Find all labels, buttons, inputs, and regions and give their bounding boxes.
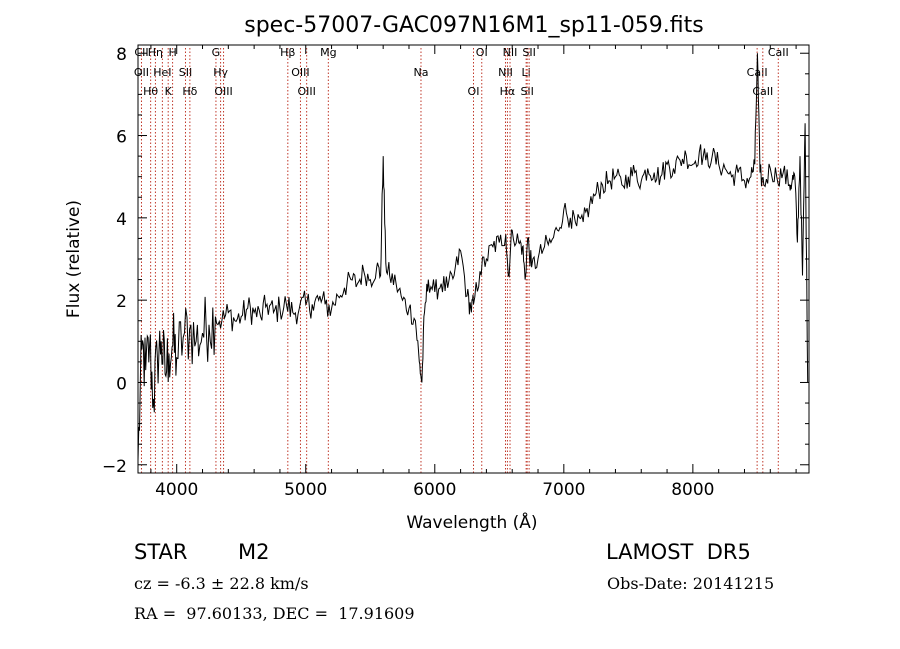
object-class: STAR <box>134 540 188 564</box>
y-tick-label: −2 <box>102 457 127 477</box>
spectrum-series <box>137 53 809 461</box>
line-marker-label: OI <box>468 85 480 98</box>
line-marker-label: OIII <box>297 85 315 98</box>
line-marker-label: SII <box>520 85 533 98</box>
x-tick-label: 6000 <box>413 480 456 500</box>
y-tick-label: 6 <box>116 128 127 148</box>
x-tick-label: 4000 <box>155 480 198 500</box>
object-subclass: M2 <box>238 540 270 564</box>
line-marker-label: K <box>165 85 173 98</box>
line-marker-label: HeI <box>153 66 171 79</box>
line-marker-label: SII <box>522 46 535 59</box>
line-marker-label: Hθ <box>143 85 158 98</box>
x-tick-label: 7000 <box>542 480 585 500</box>
line-marker-label: Na <box>413 66 428 79</box>
redshift-text: cz = -6.3 ± 22.8 km/s <box>134 574 309 593</box>
line-marker-label: OI <box>476 46 488 59</box>
line-marker-label: NII <box>498 66 513 79</box>
line-marker-label: Hβ <box>280 46 295 59</box>
y-tick-label: 0 <box>116 374 127 394</box>
y-axis-label: Flux (relative) <box>64 200 84 318</box>
line-marker-label: Hγ <box>213 66 228 79</box>
survey-label: LAMOST DR5 <box>606 540 751 564</box>
line-marker-label: G <box>212 46 221 59</box>
spectrum-line <box>137 53 809 461</box>
spectral-line-markers: CIIOIIHθHηHeIKHSIIHδGHγOIIIHβOIIIOIIIMgN… <box>134 46 789 473</box>
line-marker-label: Hα <box>500 85 516 98</box>
line-marker-label: CaII <box>768 46 789 59</box>
line-marker-label: CaII <box>752 85 773 98</box>
y-tick-label: 8 <box>116 45 127 65</box>
y-tick-label: 2 <box>116 292 127 312</box>
line-marker-label: OII <box>134 66 149 79</box>
line-marker-label: OIII <box>214 85 232 98</box>
line-marker-label: H <box>168 46 176 59</box>
line-marker-label: Hη <box>148 46 163 59</box>
line-marker-label: Li <box>522 66 531 79</box>
line-marker-label: Hδ <box>182 85 197 98</box>
line-marker-label: NII <box>503 46 518 59</box>
x-tick-label: 5000 <box>284 480 327 500</box>
axes: 4000 5000 6000 7000 8000 −2 0 2 4 6 8 <box>102 45 809 500</box>
x-axis-label: Wavelength (Å) <box>406 511 537 533</box>
line-marker-label: OIII <box>291 66 309 79</box>
y-tick-label: 4 <box>116 210 127 230</box>
line-marker-label: Mg <box>320 46 336 59</box>
x-tick-label: 8000 <box>671 480 714 500</box>
coordinates: RA = 97.60133, DEC = 17.91609 <box>134 604 415 623</box>
line-marker-label: SII <box>179 66 192 79</box>
obs-date: Obs-Date: 20141215 <box>607 574 775 593</box>
chart-title: spec-57007-GAC097N16M1_sp11-059.fits <box>244 13 704 38</box>
